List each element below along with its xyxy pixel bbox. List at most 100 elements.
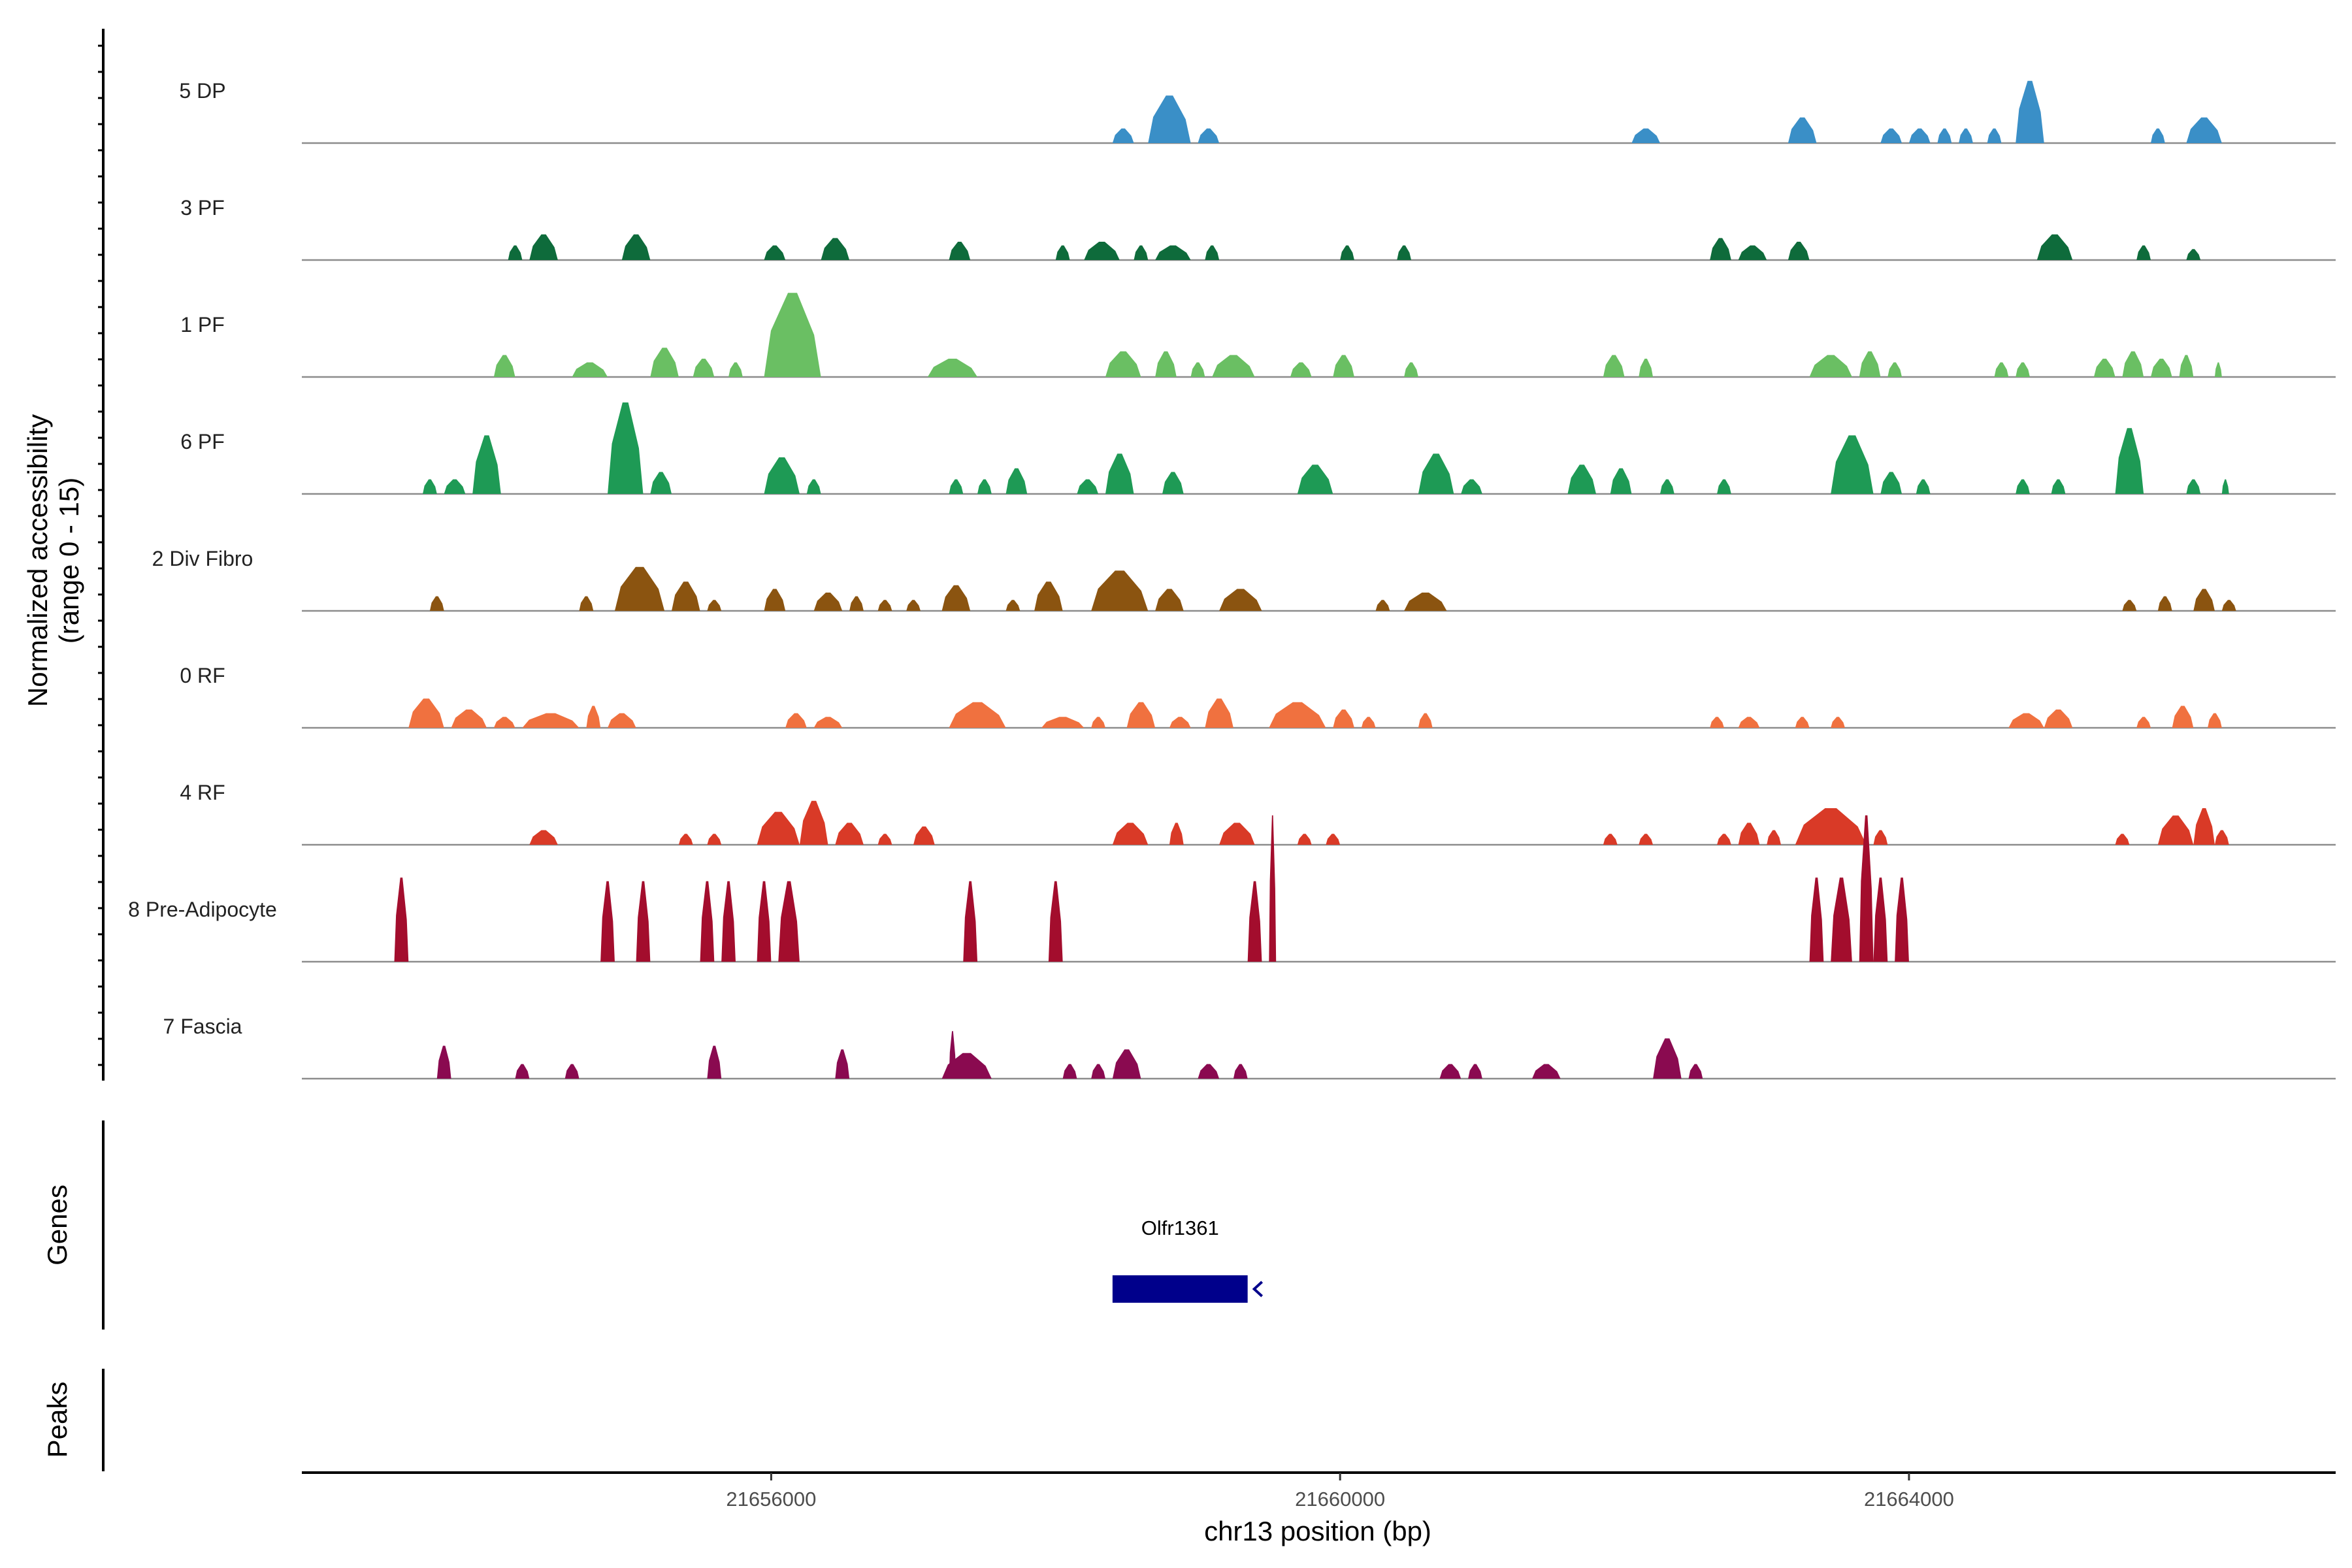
coverage-peak [608, 402, 644, 494]
coverage-peak [1126, 702, 1156, 728]
coverage-peak [1767, 830, 1781, 845]
coverage-peak [1269, 702, 1326, 728]
track-label: 0 RF [180, 664, 225, 687]
coverage-peak [1404, 593, 1447, 611]
track-label: 7 Fascia [163, 1015, 242, 1038]
coverage-peak [963, 881, 978, 962]
coverage-peak [1788, 242, 1810, 260]
coverage-peak [1461, 479, 1482, 494]
genes-axis-title: Genes [42, 1184, 73, 1266]
coverage-peak [423, 479, 437, 494]
coverage-peak [572, 362, 608, 377]
coverage-peak [1397, 245, 1411, 260]
coverage-peak [1880, 128, 1903, 143]
track: 5 DP [179, 79, 2336, 144]
coverage-peak [2036, 234, 2073, 260]
track-label: 3 PF [180, 196, 225, 220]
coverage-peak [1269, 815, 1277, 962]
coverage-peak [1738, 717, 1760, 728]
coverage-peak [1610, 468, 1632, 494]
coverage-peak [949, 242, 971, 260]
coverage-peak [2051, 479, 2066, 494]
coverage-peak [1190, 362, 1205, 377]
track: 7 Fascia [163, 1015, 2336, 1080]
track: 3 PF [180, 196, 2336, 261]
peaks-axis-title: Peaks [42, 1382, 73, 1458]
coverage-peak [529, 234, 558, 260]
coverage-peak [2172, 706, 2194, 728]
coverage-peak [1439, 1064, 1462, 1079]
coverage-peak [1112, 823, 1149, 845]
y-axis-title-line1: Normalized accessibility [22, 414, 53, 707]
track-label: 5 DP [179, 79, 225, 103]
coverage-peak [1333, 355, 1354, 377]
coverage-peak [672, 581, 700, 611]
y-axis-title-line2: (range 0 - 15) [54, 478, 84, 644]
coverage-peak [472, 435, 501, 494]
coverage-peak [1987, 128, 2002, 143]
coverage-peak [2122, 351, 2144, 377]
coverage-peak [821, 238, 850, 260]
coverage-peak [636, 881, 651, 962]
coverage-peak [650, 348, 679, 377]
track: 6 PF [180, 402, 2336, 495]
coverage-peak [1631, 128, 1660, 143]
track: 0 RF [180, 664, 2336, 729]
coverage-peak [1831, 877, 1852, 962]
coverage-peak [764, 293, 821, 377]
coverage-peak [1155, 589, 1184, 611]
coverage-peak [2221, 600, 2236, 611]
coverage-peak [1418, 453, 1454, 494]
coverage-peak [1653, 1038, 1682, 1079]
coverage-peak [813, 593, 843, 611]
coverage-peak [564, 1064, 580, 1079]
coverage-peak [1859, 351, 1881, 377]
coverage-peak [2008, 713, 2044, 728]
coverage-peak [2193, 808, 2215, 845]
coverage-peak [1198, 128, 1220, 143]
coverage-peak [2214, 830, 2229, 845]
coverage-peak [1062, 1064, 1077, 1079]
coverage-peak [1091, 717, 1105, 728]
coverage-peak [429, 596, 444, 611]
coverage-peak [1041, 717, 1085, 728]
coverage-peak [1048, 881, 1063, 962]
coverage-peak [2186, 249, 2201, 260]
coverage-peak [1361, 717, 1376, 728]
y-axis-title: Normalized accessibility (range 0 - 15) [22, 414, 84, 707]
coverage-peak [1005, 468, 1028, 494]
coverage-peak [2208, 713, 2222, 728]
coverage-peak [1916, 479, 1931, 494]
coverage-peak [1468, 1064, 1482, 1079]
coverage-peak [949, 702, 1006, 728]
coverage-peak [2016, 479, 2030, 494]
coverage-peak [1809, 355, 1852, 377]
track: 2 Div Fibro [152, 547, 2336, 612]
gene-label: Olfr1361 [1141, 1217, 1219, 1239]
coverage-peak [1639, 834, 1654, 845]
coverage-peak [2157, 815, 2194, 845]
coverage-peak [2136, 717, 2151, 728]
coverage-peak [2122, 600, 2137, 611]
coverage-peak [650, 472, 672, 494]
coverage-peak [1887, 362, 1903, 377]
track: 4 RF [180, 781, 2336, 846]
coverage-peak [1340, 245, 1354, 260]
coverage-y-ticks [98, 44, 103, 1066]
coverage-peak [1034, 581, 1063, 611]
coverage-peak [1873, 877, 1888, 962]
coverage-peak [1198, 1064, 1220, 1079]
coverage-peak [849, 596, 864, 611]
coverage-peak [941, 585, 971, 611]
coverage-peak [1212, 355, 1255, 377]
coverage-peak [1205, 698, 1233, 728]
coverage-peak [1105, 453, 1134, 494]
coverage-peak [1809, 877, 1824, 962]
coverage-peak [1297, 834, 1312, 845]
coverage-peak [877, 834, 892, 845]
coverage-peak [2221, 479, 2229, 494]
coverage-peak [451, 710, 487, 728]
coverage-peak [1603, 834, 1618, 845]
coverage-peak [2115, 834, 2130, 845]
coverage-peak [835, 823, 864, 845]
